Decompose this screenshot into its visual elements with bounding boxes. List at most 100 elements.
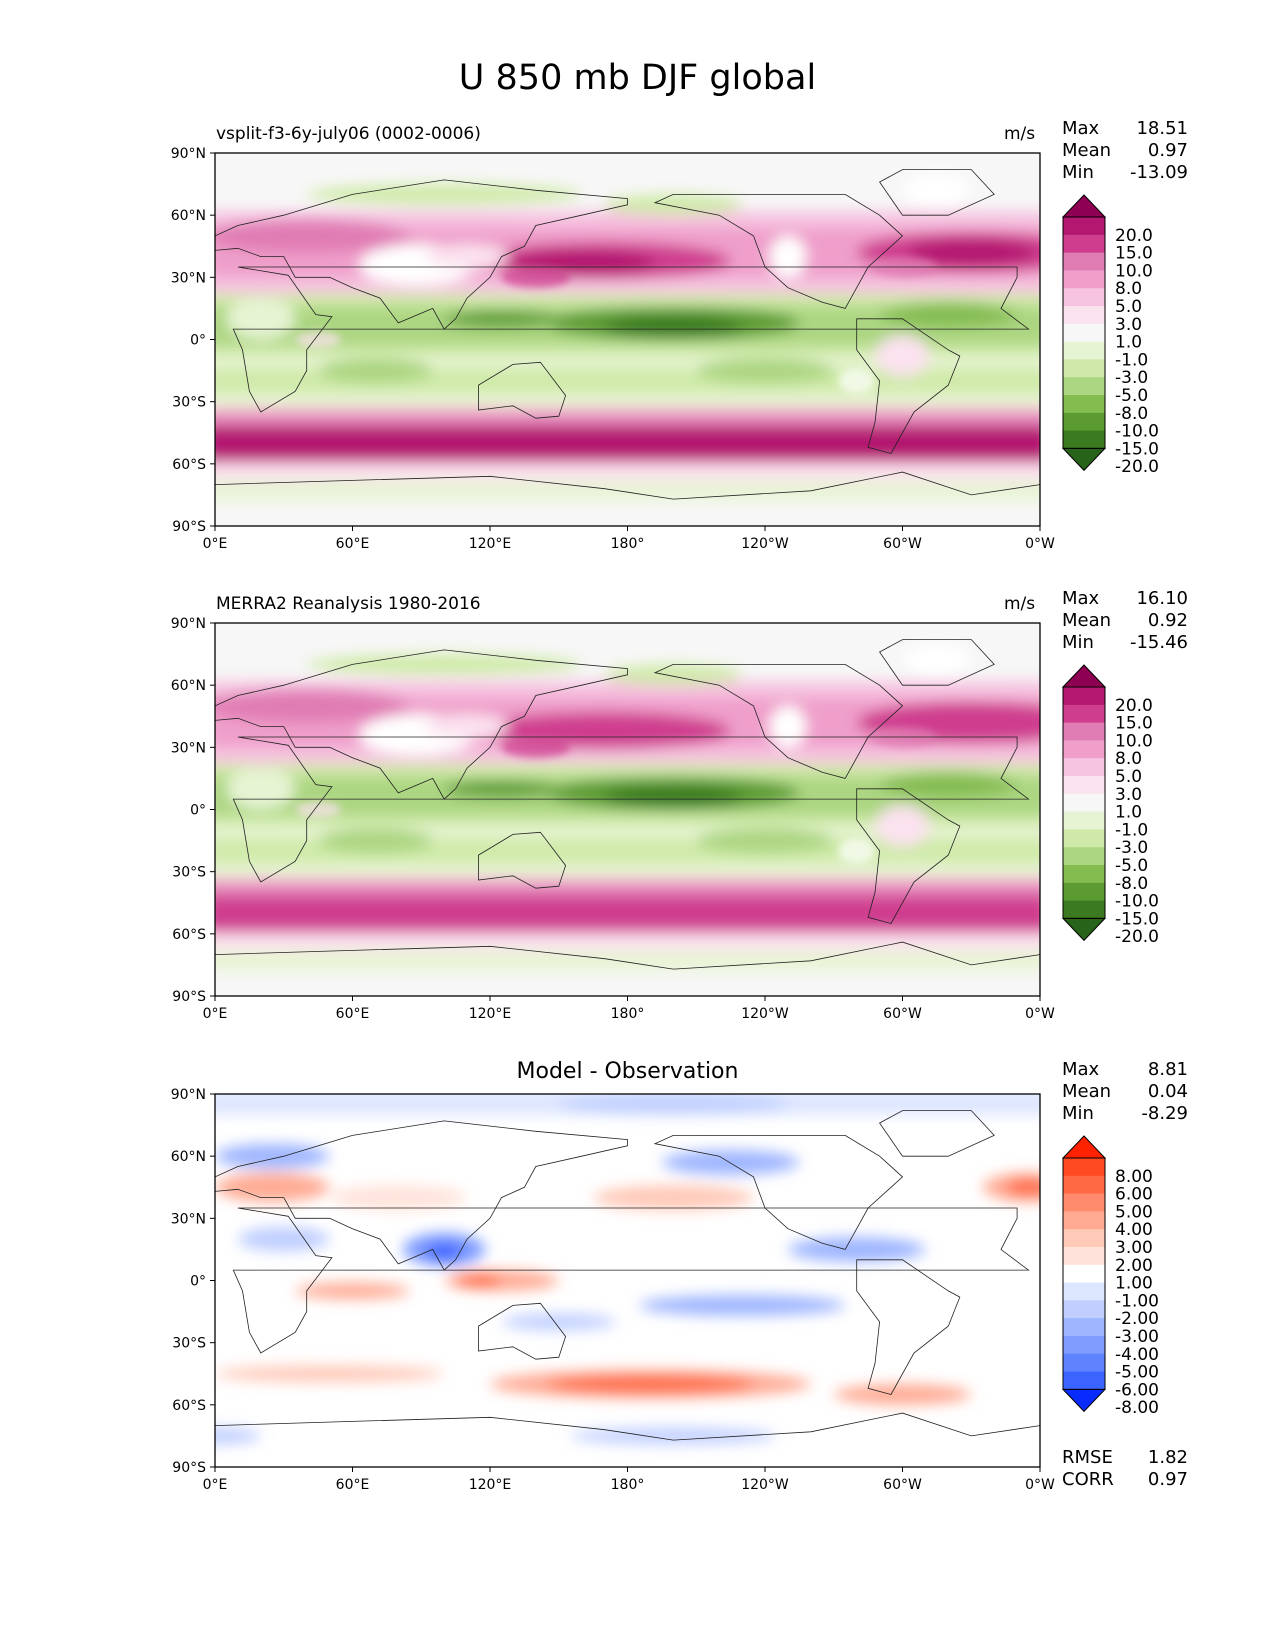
panel-units: m/s [1004, 124, 1036, 144]
china-light [425, 714, 509, 740]
stat-value-min: -15.46 [1129, 632, 1188, 653]
indonesia-easterly [444, 780, 559, 798]
colorbar-label: 2.00 [1115, 1256, 1153, 1276]
colorbar-label: 1.0 [1115, 803, 1142, 823]
coastline [653, 1135, 904, 1250]
colorbar-label: -5.0 [1115, 386, 1148, 406]
x-tick-label: 60°E [336, 536, 370, 552]
map-axes: 0°E 60°E 120°E 180° 120°W 60°W 0°W 90°N 60°N 30°N… [171, 1087, 1055, 1493]
colorbar-swatch [1063, 430, 1105, 449]
colorbar-swatch [1063, 1318, 1105, 1337]
y-tick-label: 30°S [172, 1336, 206, 1352]
y-tick-label: 90°N [171, 616, 206, 632]
y-tick-label: 90°S [172, 519, 206, 535]
stat-value-mean: 0.04 [1147, 1081, 1188, 1102]
europe-neg [215, 1143, 330, 1169]
atlantic-trade [879, 772, 1018, 798]
africa-weak [226, 298, 296, 340]
rockies-blank [769, 705, 807, 748]
x-tick-label: 0°W [1025, 536, 1055, 552]
coastline [478, 1302, 567, 1360]
x-tick-label: 120°E [469, 536, 512, 552]
stat-value-min: -13.09 [1129, 162, 1188, 183]
colorbar-label: -3.0 [1115, 838, 1148, 858]
colorbar-label: -5.0 [1115, 856, 1148, 876]
greenland-blank [904, 643, 969, 677]
y-tick-label: 90°N [171, 146, 206, 162]
smooth-layer [215, 643, 1040, 996]
x-tick-label: 120°W [741, 536, 789, 552]
x-tick-label: 120°W [741, 1006, 789, 1022]
colorbar-swatch [1063, 704, 1105, 724]
colorbar-label: 8.0 [1115, 279, 1142, 299]
colorbar-label: -10.0 [1115, 892, 1159, 912]
colorbar-label: 3.0 [1115, 315, 1142, 335]
map-axes: 0°E 60°E 120°E 180° 120°W 60°W 0°W 90°N 60°N 30°N… [171, 616, 1055, 1022]
coastline [215, 1412, 1040, 1441]
colorbar-swatch [1063, 1282, 1105, 1301]
colorbar-label: -2.00 [1115, 1309, 1159, 1329]
y-tick-label: 0° [190, 1274, 206, 1290]
y-tick-label: 30°S [172, 865, 206, 881]
x-tick-label: 60°W [883, 1006, 922, 1022]
colorbar: 8.006.005.004.003.002.001.00-1.00-2.00-3… [1061, 1135, 1159, 1418]
x-tick-label: 60°W [883, 1477, 922, 1493]
y-tick-label: 0° [190, 803, 206, 819]
coastline [232, 266, 1030, 413]
se-pacific-trade [696, 828, 834, 854]
colorbar-label: 6.00 [1115, 1185, 1153, 1205]
smooth-layer [215, 173, 1040, 526]
x-tick-label: 180° [611, 1006, 645, 1022]
y-tick-label: 0° [190, 333, 206, 349]
caribbean-neg [787, 1236, 926, 1262]
coastline [856, 318, 961, 454]
bering-easterly [604, 664, 743, 686]
colorbar-label: -3.0 [1115, 368, 1148, 388]
stat-value-mean: 0.97 [1147, 140, 1188, 161]
coastline [215, 471, 1040, 500]
east-africa-light [295, 801, 342, 818]
east-africa-light [295, 331, 342, 348]
central-pacific-easterly-core [604, 316, 743, 338]
stat-label-corr: CORR [1062, 1469, 1114, 1490]
colorbar-label: -8.00 [1115, 1398, 1159, 1418]
antarctic-band [215, 480, 1040, 502]
eurasia-westerly [215, 219, 410, 253]
pacific-pos [593, 1185, 754, 1211]
colorbar-swatch [1063, 323, 1105, 343]
stat-value-min: -8.29 [1141, 1103, 1188, 1124]
y-tick-label: 60°N [171, 1149, 206, 1165]
drake-pos [833, 1384, 972, 1405]
colorbar-label: 5.0 [1115, 767, 1142, 787]
coastline [232, 736, 1030, 883]
colorbar-swatch [1063, 377, 1105, 396]
colorbar-swatch [1063, 740, 1105, 759]
siberia-easterly [306, 184, 582, 205]
colorbar-swatch [1063, 341, 1105, 360]
colorbar-extend-bottom [1061, 917, 1107, 942]
colorbar-swatch [1063, 359, 1105, 378]
panel-center-title: Model - Observation [516, 1059, 739, 1084]
colorbar-swatch [1063, 1300, 1105, 1319]
y-tick-label: 30°N [171, 1211, 206, 1227]
colorbar-label: -15.0 [1115, 909, 1159, 929]
colorbar-label: 15.0 [1115, 244, 1153, 264]
colorbar-extend-bottom [1061, 1388, 1107, 1413]
australia-neg [501, 1313, 617, 1331]
stat-value-corr: 0.97 [1147, 1469, 1188, 1490]
colorbar-extend-top [1061, 194, 1107, 218]
stat-value-max: 18.51 [1136, 118, 1188, 139]
colorbar-swatch [1063, 288, 1105, 307]
antarctic-band [215, 971, 1040, 996]
colorbar-swatch [1063, 1353, 1105, 1373]
colorbar-label: -8.0 [1115, 874, 1148, 894]
coastline [478, 361, 567, 419]
sh-jet-band [215, 426, 1040, 460]
antarctic-band [215, 950, 1040, 972]
x-tick-label: 0°E [203, 1006, 228, 1022]
atlantic-jet-core [907, 710, 1036, 735]
indian-ocean-trade [318, 828, 433, 854]
colorbar-swatch [1063, 1371, 1105, 1390]
colorbar-swatch [1063, 270, 1105, 289]
stat-value-rmse: 1.82 [1147, 1447, 1188, 1468]
